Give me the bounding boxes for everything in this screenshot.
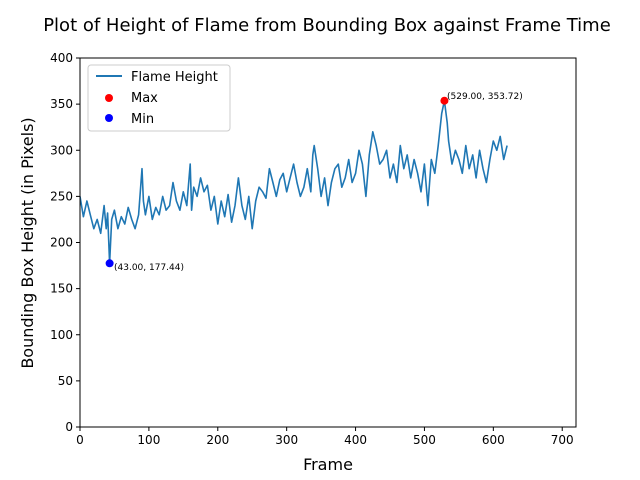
x-tick-label: 500 [413, 433, 436, 447]
x-tick-label: 200 [206, 433, 229, 447]
y-tick-label: 300 [50, 143, 73, 157]
y-tick-label: 150 [50, 282, 73, 296]
y-tick-label: 350 [50, 97, 73, 111]
legend-min-swatch [105, 114, 113, 122]
points-layer [105, 96, 449, 268]
legend-label-max: Max [131, 91, 158, 106]
y-tick-label: 250 [50, 189, 73, 203]
x-axis: 0 100 200 300 400 500 600 700 [76, 427, 574, 447]
legend-label-min: Min [131, 112, 154, 127]
min-point-marker [105, 259, 114, 268]
legend-max-swatch [105, 94, 113, 102]
y-tick-label: 400 [50, 51, 73, 65]
y-axis-label: Bounding Box Height (in Pixels) [18, 117, 37, 368]
y-tick-label: 200 [50, 236, 73, 250]
y-axis: 0 50 100 150 200 250 300 350 400 [50, 51, 80, 434]
x-tick-label: 0 [76, 433, 84, 447]
series-layer [80, 99, 508, 265]
series-line-0 [80, 99, 508, 265]
y-tick-label: 50 [58, 374, 73, 388]
legend-label-flame-height: Flame Height [131, 70, 218, 85]
x-tick-label: 300 [275, 433, 298, 447]
chart-title: Plot of Height of Flame from Bounding Bo… [43, 15, 611, 36]
legend: Flame Height Max Min [87, 64, 231, 132]
x-tick-label: 100 [137, 433, 160, 447]
annotations-layer: (529.00, 353.72) (43.00, 177.44) [114, 92, 523, 273]
x-axis-label: Frame [303, 455, 353, 474]
min-point-annotation: (43.00, 177.44) [114, 263, 184, 273]
x-tick-label: 400 [344, 433, 367, 447]
x-tick-label: 700 [551, 433, 574, 447]
max-point-marker [440, 96, 449, 105]
y-tick-label: 0 [65, 420, 73, 434]
x-tick-label: 600 [482, 433, 505, 447]
y-tick-label: 100 [50, 328, 73, 342]
max-point-annotation: (529.00, 353.72) [447, 92, 523, 102]
legend-frame [87, 64, 231, 132]
